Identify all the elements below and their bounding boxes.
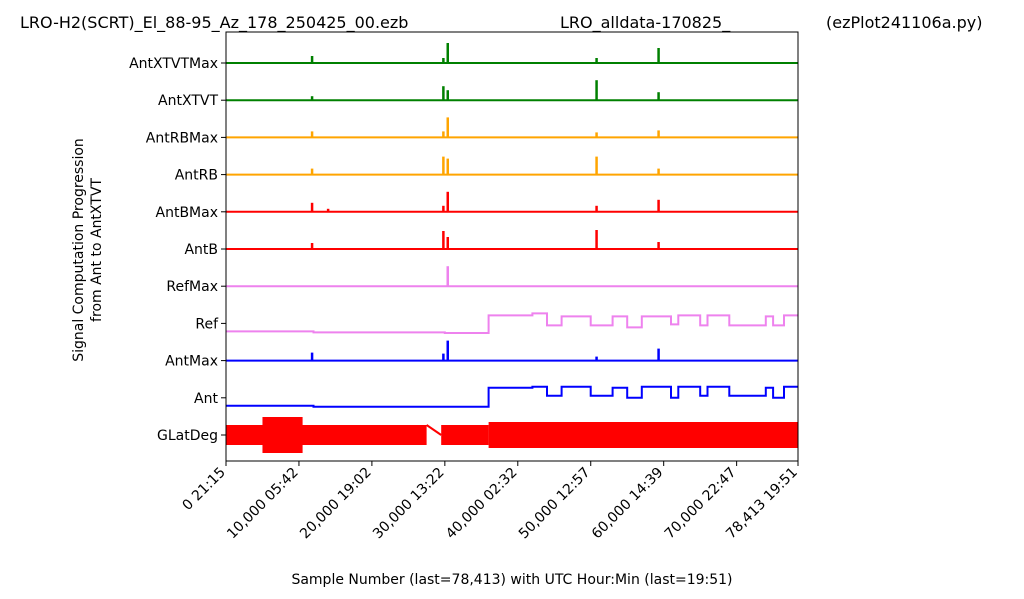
series-antbmax: [226, 191, 798, 213]
series-antrb: [226, 156, 798, 176]
series-line: [226, 385, 798, 408]
y-tick-label: Ref: [195, 316, 219, 332]
series-antb: [226, 230, 798, 250]
y-tick-label: GLatDeg: [157, 428, 218, 444]
x-tick-label: 20,000 19:02: [297, 465, 375, 543]
plot-area: [226, 43, 798, 453]
y-tick-label: AntXTVTMax: [129, 56, 218, 72]
y-tick-label: RefMax: [166, 279, 218, 295]
series-band: [226, 425, 427, 445]
series-antmax: [226, 340, 798, 362]
series-ant: [226, 385, 798, 408]
x-tick-label: 60,000 14:39: [589, 465, 667, 543]
series-antrbmax: [226, 117, 798, 139]
y-tick-label: AntB: [184, 242, 218, 258]
series-glatdeg: [226, 417, 798, 453]
series-antxtvtmax: [226, 43, 798, 64]
chart-title-center: LRO_alldata-170825_: [560, 13, 731, 33]
y-axis-label-line2: from Ant to AntXTVT: [89, 178, 105, 322]
y-tick-label: Ant: [194, 391, 218, 407]
series-band-block: [262, 417, 303, 453]
series-band: [441, 425, 489, 445]
x-axis-label: Sample Number (last=78,413) with UTC Hou…: [291, 572, 732, 588]
chart-title-right: (ezPlot241106a.py): [826, 13, 982, 32]
y-axis-label-line1: Signal Computation Progression: [71, 138, 87, 362]
x-tick-label: 30,000 13:22: [370, 465, 448, 543]
x-tick-label: 0 21:15: [180, 465, 229, 514]
y-tick-label: AntMax: [165, 354, 218, 370]
x-tick-label: 50,000 12:57: [516, 465, 594, 543]
series-ref: [226, 312, 798, 334]
series-band: [488, 422, 798, 448]
x-tick-label: 10,000 05:42: [224, 465, 302, 543]
x-tick-label: 40,000 02:32: [443, 465, 521, 543]
y-axis: AntXTVTMax AntXTVT AntRBMax AntRB AntBMax Ant…: [129, 56, 226, 444]
y-tick-label: AntRB: [175, 168, 218, 184]
series-refmax: [226, 266, 798, 288]
series-line: [226, 312, 798, 334]
y-tick-label: AntBMax: [156, 205, 219, 221]
series-antxtvt: [226, 80, 798, 102]
y-tick-label: AntXTVT: [158, 93, 218, 109]
chart-title-left: LRO-H2(SCRT)_El_88-95_Az_178_250425_00.e…: [20, 13, 408, 33]
plot-frame: [225, 31, 799, 462]
series-connector: [426, 424, 442, 436]
y-tick-label: AntRBMax: [146, 130, 218, 146]
